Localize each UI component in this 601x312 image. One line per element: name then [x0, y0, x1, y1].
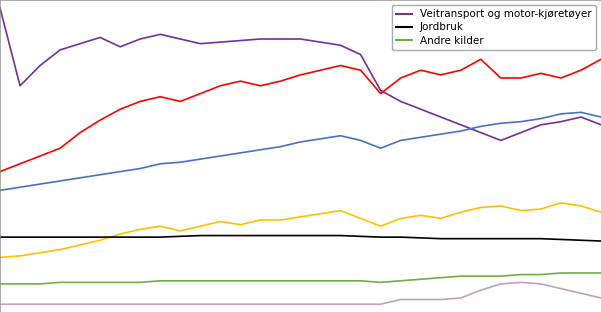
Legend: Veitransport og motor-kjøretøyer, Jordbruk, Andre kilder: Veitransport og motor-kjøretøyer, Jordbr… [392, 5, 596, 50]
